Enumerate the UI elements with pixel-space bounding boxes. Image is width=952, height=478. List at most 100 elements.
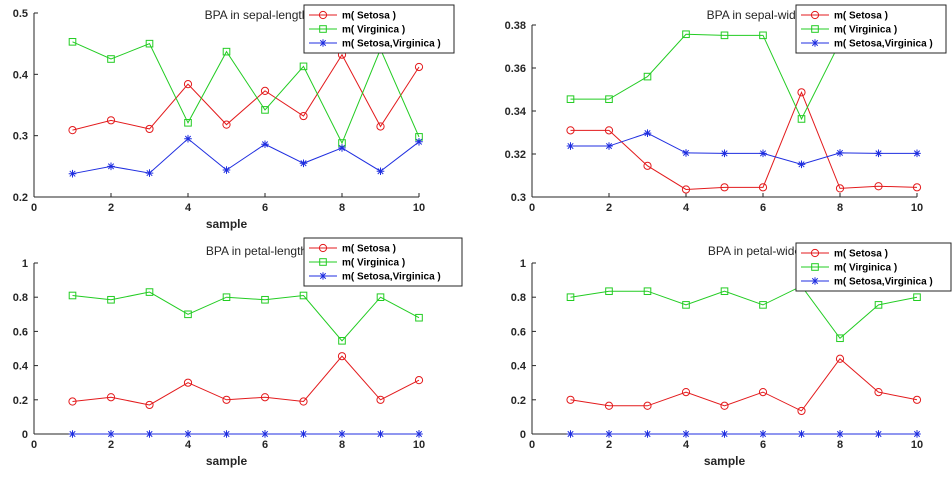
subplot-3: 0 2 4 6 8 10 0 0.2 0.4 0.6 0.8 1 BPA in petal-length… bbox=[13, 237, 463, 468]
data-point bbox=[376, 293, 385, 301]
legend-marker bbox=[318, 243, 328, 253]
data-point bbox=[797, 160, 806, 169]
data-point bbox=[414, 376, 424, 385]
data-point bbox=[874, 388, 883, 397]
data-point bbox=[836, 430, 844, 438]
x-tick-label: 10 bbox=[413, 439, 425, 451]
legend-marker bbox=[811, 39, 819, 47]
data-point bbox=[145, 430, 154, 438]
y-tick-label: 1 bbox=[520, 258, 526, 270]
data-point bbox=[720, 31, 729, 40]
y-tick-label: 0.5 bbox=[13, 8, 28, 20]
legend-marker bbox=[319, 39, 327, 47]
x-tick-label: 8 bbox=[837, 202, 843, 214]
data-point bbox=[605, 287, 613, 296]
x-axis-label: sample bbox=[206, 454, 248, 468]
legend-box bbox=[303, 237, 463, 287]
y-tick-label: 0.32 bbox=[505, 149, 526, 161]
x-tick-label: 2 bbox=[108, 439, 114, 451]
data-point bbox=[299, 291, 308, 300]
data-point bbox=[835, 184, 845, 193]
subplot-4: 0 2 4 6 8 10 0 0.2 0.4 0.6 0.8 1 BPA in petal-wide sa… bbox=[511, 242, 952, 468]
chart-title: BPA in petal-wide bbox=[708, 244, 801, 258]
data-point bbox=[913, 293, 921, 301]
data-point bbox=[183, 80, 193, 89]
data-point bbox=[415, 313, 423, 322]
series-line-1 bbox=[570, 90, 918, 190]
series-line-3 bbox=[72, 138, 420, 175]
legend-label: m( Virginica ) bbox=[834, 263, 897, 274]
data-point bbox=[299, 111, 308, 121]
x-tick-label: 6 bbox=[262, 439, 268, 451]
data-point bbox=[222, 47, 231, 56]
data-point bbox=[299, 62, 308, 71]
data-point bbox=[68, 169, 77, 178]
y-tick-label: 0.38 bbox=[505, 20, 526, 32]
data-point bbox=[605, 95, 613, 103]
data-point bbox=[184, 118, 192, 127]
y-tick-label: 0.4 bbox=[13, 361, 29, 373]
data-point bbox=[759, 149, 767, 158]
y-tick-label: 0.4 bbox=[511, 361, 527, 373]
data-point bbox=[604, 126, 614, 135]
data-point bbox=[566, 395, 575, 404]
y-tick-label: 0.36 bbox=[505, 63, 526, 75]
series-line-3 bbox=[570, 132, 917, 165]
legend-marker bbox=[811, 277, 819, 285]
data-point bbox=[835, 354, 845, 363]
x-tick-label: 2 bbox=[606, 202, 612, 214]
data-point bbox=[107, 162, 115, 171]
data-point bbox=[376, 122, 385, 131]
data-point bbox=[566, 95, 575, 103]
x-tick-label: 8 bbox=[339, 439, 345, 451]
data-point bbox=[261, 140, 269, 149]
y-tick-label: 0.3 bbox=[13, 131, 28, 143]
data-point bbox=[874, 149, 883, 158]
legend-label: m( Setosa ) bbox=[834, 11, 888, 22]
y-tick-label: 0.6 bbox=[511, 326, 526, 338]
data-point bbox=[261, 295, 269, 304]
legend: m( Setosa ) m( Virginica ) m( Setosa,Virgi… bbox=[795, 242, 952, 292]
series-line-2 bbox=[72, 41, 420, 145]
data-point bbox=[681, 185, 691, 194]
x-tick-label: 10 bbox=[413, 202, 425, 214]
data-point bbox=[643, 430, 652, 438]
chart-title: BPA in petal-length bbox=[206, 244, 307, 258]
y-tick-label: 0.3 bbox=[511, 192, 526, 204]
data-point bbox=[874, 301, 883, 309]
x-tick-label: 0 bbox=[529, 202, 535, 214]
y-tick-label: 1 bbox=[22, 258, 28, 270]
data-point bbox=[566, 142, 575, 150]
chart-title: BPA in sepal-wide bbox=[707, 8, 803, 22]
data-point bbox=[720, 401, 729, 410]
data-point bbox=[682, 149, 690, 157]
data-point bbox=[720, 287, 729, 296]
data-point bbox=[184, 310, 192, 319]
data-point bbox=[643, 287, 652, 296]
data-point bbox=[720, 430, 729, 438]
data-point bbox=[797, 115, 806, 123]
legend-label: m( Setosa,Virginica ) bbox=[834, 277, 933, 288]
data-point bbox=[376, 395, 385, 404]
series-line-1 bbox=[72, 53, 420, 131]
series-line-1 bbox=[570, 358, 918, 412]
x-tick-label: 4 bbox=[683, 439, 690, 451]
data-point bbox=[605, 430, 613, 438]
legend-label: m( Virginica ) bbox=[834, 25, 897, 36]
y-tick-label: 0.4 bbox=[13, 69, 29, 81]
data-point bbox=[68, 38, 77, 46]
data-point bbox=[222, 293, 231, 301]
data-point bbox=[682, 430, 690, 438]
data-point bbox=[145, 169, 154, 177]
x-tick-label: 6 bbox=[262, 202, 268, 214]
legend-label: m( Setosa ) bbox=[834, 249, 888, 260]
series-line-2 bbox=[570, 285, 918, 339]
x-tick-label: 10 bbox=[911, 202, 923, 214]
data-point bbox=[376, 430, 385, 438]
x-tick-label: 2 bbox=[606, 439, 612, 451]
data-point bbox=[107, 430, 115, 438]
data-point bbox=[183, 378, 193, 387]
legend-label: m( Virginica ) bbox=[342, 25, 405, 36]
x-tick-label: 4 bbox=[683, 202, 690, 214]
series-line-1 bbox=[72, 355, 420, 406]
